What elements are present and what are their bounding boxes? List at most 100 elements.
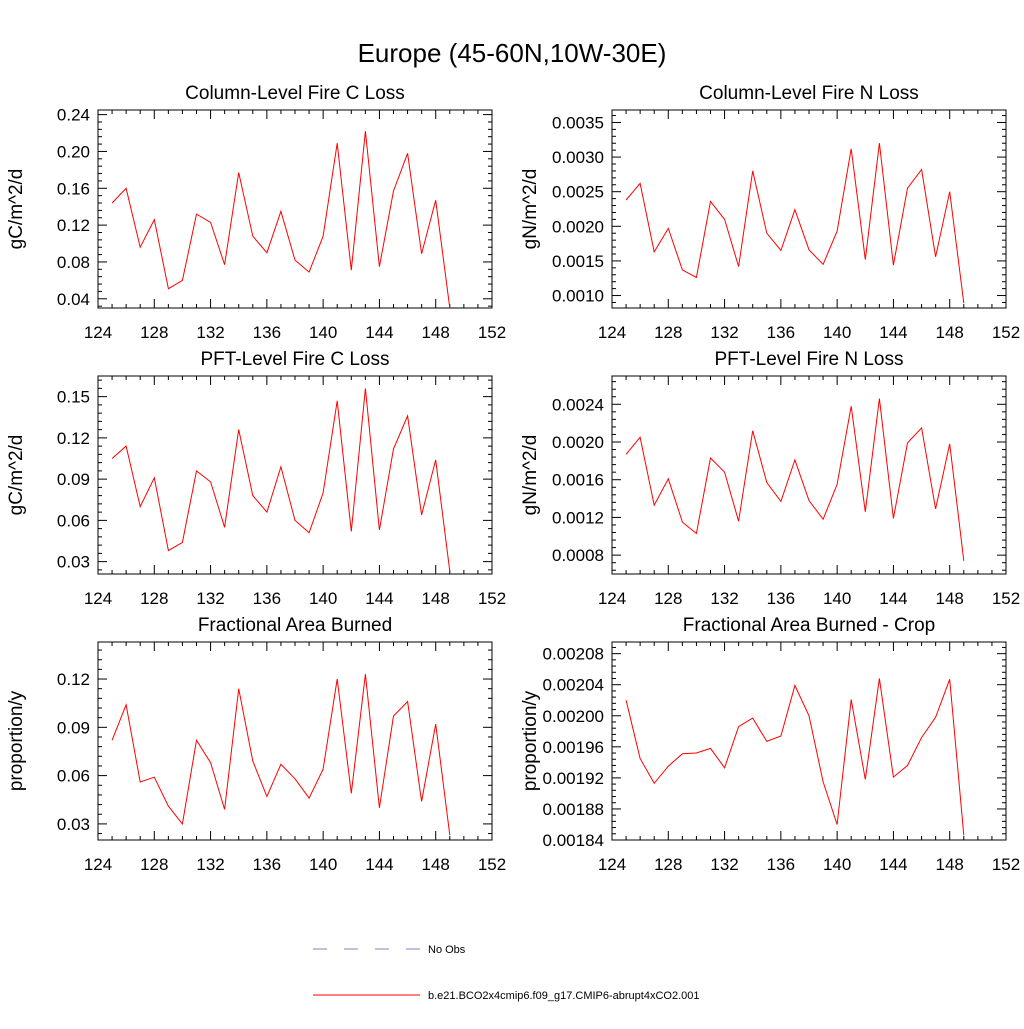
panel-fractional-area-burned-ytick-label: 0.12 xyxy=(57,670,90,689)
panel-fractional-area-burned-crop-frame xyxy=(611,641,1007,841)
panel-pft-level-fire-c-loss-ytick-label: 0.15 xyxy=(57,388,90,407)
panel-column-level-fire-c-loss-ytick-label: 0.08 xyxy=(57,253,90,272)
panel-pft-level-fire-c-loss-ytick-label: 0.09 xyxy=(57,470,90,489)
panel-column-level-fire-c-loss-xtick-label: 148 xyxy=(422,323,450,342)
panel-column-level-fire-c-loss-xtick-label: 152 xyxy=(478,323,506,342)
panel-pft-level-fire-c-loss-xtick-label: 140 xyxy=(309,589,337,608)
panel-fractional-area-burned-xtick-label: 132 xyxy=(196,855,224,874)
panel-pft-level-fire-n-loss-frame xyxy=(611,375,1007,575)
panel-fractional-area-burned-crop-xtick-label: 140 xyxy=(823,855,851,874)
panel-pft-level-fire-c-loss-xtick-label: 132 xyxy=(196,589,224,608)
panel-pft-level-fire-n-loss-ytick-label: 0.0016 xyxy=(552,471,604,490)
panel-fractional-area-burned-xtick-label: 152 xyxy=(478,855,506,874)
legend-label-model-run: b.e21.BCO2x4cmip6.f09_g17.CMIP6-abrupt4x… xyxy=(428,990,700,1002)
panel-pft-level-fire-n-loss-xtick-label: 148 xyxy=(936,589,964,608)
panel-column-level-fire-c-loss-ytick-label: 0.12 xyxy=(57,216,90,235)
panel-column-level-fire-n-loss-xtick-label: 132 xyxy=(710,323,738,342)
panel-column-level-fire-n-loss-xtick-label: 140 xyxy=(823,323,851,342)
panel-pft-level-fire-n-loss-xtick-label: 128 xyxy=(654,589,682,608)
panel-fractional-area-burned-crop-ytick-label: 0.00208 xyxy=(543,645,604,664)
panel-column-level-fire-c-loss-xtick-label: 128 xyxy=(140,323,168,342)
panel-column-level-fire-n-loss-ytick-label: 0.0030 xyxy=(552,148,604,167)
panel-column-level-fire-c-loss-ytick-label: 0.20 xyxy=(57,142,90,161)
panel-fractional-area-burned-xtick-label: 136 xyxy=(253,855,281,874)
panel-fractional-area-burned-crop-xtick-label: 124 xyxy=(598,855,626,874)
panel-pft-level-fire-c-loss-xtick-label: 144 xyxy=(365,589,393,608)
panel-pft-level-fire-n-loss-xtick-label: 124 xyxy=(598,589,626,608)
panel-column-level-fire-n-loss-series-line xyxy=(625,143,965,304)
panel-pft-level-fire-c-loss-title: PFT-Level Fire C Loss xyxy=(201,349,390,370)
panel-column-level-fire-n-loss-xtick-label: 124 xyxy=(598,323,626,342)
panel-fractional-area-burned-ylabel: proportion/y xyxy=(6,690,27,791)
panel-fractional-area-burned-xtick-label: 140 xyxy=(309,855,337,874)
panel-fractional-area-burned-crop-xtick-label: 128 xyxy=(654,855,682,874)
panel-pft-level-fire-n-loss-xtick-label: 132 xyxy=(710,589,738,608)
legend: No Obs b.e21.BCO2x4cmip6.f09_g17.CMIP6-a… xyxy=(313,944,700,1002)
panel-pft-level-fire-n-loss-ytick-label: 0.0020 xyxy=(552,433,604,452)
panel-fractional-area-burned-crop-ytick-label: 0.00184 xyxy=(543,831,604,850)
panel-column-level-fire-c-loss-xtick-label: 136 xyxy=(253,323,281,342)
panel-fractional-area-burned-crop: Fractional Area Burned - Crop proportion/… xyxy=(520,615,1020,874)
panel-fractional-area-burned-crop-xtick-label: 148 xyxy=(936,855,964,874)
panel-fractional-area-burned: Fractional Area Burned proportion/y 124 128… xyxy=(6,615,506,874)
panel-pft-level-fire-n-loss-ytick-label: 0.0012 xyxy=(552,508,604,527)
panel-column-level-fire-n-loss-xtick-label: 144 xyxy=(879,323,907,342)
panel-column-level-fire-n-loss-xtick-label: 152 xyxy=(992,323,1020,342)
panel-fractional-area-burned-crop-xtick-label: 144 xyxy=(879,855,907,874)
panel-fractional-area-burned-ytick-label: 0.09 xyxy=(57,718,90,737)
panel-fractional-area-burned-crop-xtick-label: 136 xyxy=(767,855,795,874)
panel-pft-level-fire-n-loss-series-line xyxy=(625,398,965,561)
panel-column-level-fire-n-loss-title: Column-Level Fire N Loss xyxy=(699,83,919,104)
panel-pft-level-fire-c-loss-frame xyxy=(97,375,493,575)
panel-pft-level-fire-n-loss: PFT-Level Fire N Loss gN/m^2/d 124 128 132 13… xyxy=(520,349,1020,608)
figure-title: Europe (45-60N,10W-30E) xyxy=(358,38,667,68)
panel-column-level-fire-n-loss-ytick-label: 0.0010 xyxy=(552,287,604,306)
panel-pft-level-fire-n-loss-xtick-label: 136 xyxy=(767,589,795,608)
panel-fractional-area-burned-crop-ytick-label: 0.00188 xyxy=(543,800,604,819)
panel-column-level-fire-c-loss-ytick-label: 0.04 xyxy=(57,290,90,309)
panel-fractional-area-burned-crop-series-line xyxy=(625,678,965,836)
panel-fractional-area-burned-ytick-label: 0.03 xyxy=(57,815,90,834)
legend-label-no-obs: No Obs xyxy=(428,944,466,956)
panel-pft-level-fire-n-loss-ytick-label: 0.0008 xyxy=(552,546,604,565)
panel-pft-level-fire-n-loss-xtick-label: 140 xyxy=(823,589,851,608)
panel-pft-level-fire-c-loss-xtick-label: 148 xyxy=(422,589,450,608)
panel-column-level-fire-c-loss-xtick-label: 124 xyxy=(84,323,112,342)
panel-fractional-area-burned-xtick-label: 124 xyxy=(84,855,112,874)
panel-fractional-area-burned-title: Fractional Area Burned xyxy=(198,615,392,636)
panel-column-level-fire-c-loss-xtick-label: 140 xyxy=(309,323,337,342)
panel-column-level-fire-n-loss-ytick-label: 0.0020 xyxy=(552,217,604,236)
panels-group: Column-Level Fire C Loss gC/m^2/d 124 128 13… xyxy=(6,83,1020,874)
panel-column-level-fire-c-loss-title: Column-Level Fire C Loss xyxy=(185,83,405,104)
panel-column-level-fire-n-loss-xtick-label: 148 xyxy=(936,323,964,342)
panel-fractional-area-burned-crop-ytick-label: 0.00204 xyxy=(543,676,604,695)
panel-column-level-fire-c-loss-xtick-label: 132 xyxy=(196,323,224,342)
panel-fractional-area-burned-crop-ytick-label: 0.00192 xyxy=(543,769,604,788)
panel-pft-level-fire-c-loss-xtick-label: 128 xyxy=(140,589,168,608)
panel-column-level-fire-n-loss-ytick-label: 0.0035 xyxy=(552,113,604,132)
panel-pft-level-fire-c-loss-ytick-label: 0.06 xyxy=(57,511,90,530)
panel-pft-level-fire-c-loss-series-line xyxy=(111,388,451,572)
panel-fractional-area-burned-xtick-label: 148 xyxy=(422,855,450,874)
panel-column-level-fire-n-loss: Column-Level Fire N Loss gN/m^2/d 124 128 13… xyxy=(520,83,1020,342)
panel-pft-level-fire-n-loss-xtick-label: 152 xyxy=(992,589,1020,608)
panel-pft-level-fire-c-loss-xtick-label: 136 xyxy=(253,589,281,608)
panel-fractional-area-burned-crop-ytick-label: 0.00196 xyxy=(543,738,604,757)
panel-fractional-area-burned-crop-title: Fractional Area Burned - Crop xyxy=(683,615,935,636)
panel-pft-level-fire-n-loss-ytick-label: 0.0024 xyxy=(552,395,604,414)
panel-pft-level-fire-c-loss-ytick-label: 0.12 xyxy=(57,429,90,448)
panel-column-level-fire-c-loss-ylabel: gC/m^2/d xyxy=(6,169,27,250)
panel-column-level-fire-n-loss-frame xyxy=(611,109,1007,309)
panel-fractional-area-burned-xtick-label: 144 xyxy=(365,855,393,874)
panel-pft-level-fire-n-loss-xtick-label: 144 xyxy=(879,589,907,608)
panel-fractional-area-burned-crop-ytick-label: 0.00200 xyxy=(543,707,604,726)
panel-pft-level-fire-c-loss-ylabel: gC/m^2/d xyxy=(6,435,27,516)
panel-column-level-fire-n-loss-xtick-label: 136 xyxy=(767,323,795,342)
panel-fractional-area-burned-series-line xyxy=(111,674,451,836)
panel-column-level-fire-c-loss-ytick-label: 0.24 xyxy=(57,106,90,125)
panel-pft-level-fire-c-loss-xtick-label: 124 xyxy=(84,589,112,608)
panel-column-level-fire-n-loss-ytick-label: 0.0015 xyxy=(552,252,604,271)
panel-column-level-fire-n-loss-ylabel: gN/m^2/d xyxy=(520,169,541,250)
panel-pft-level-fire-c-loss-ytick-label: 0.03 xyxy=(57,553,90,572)
